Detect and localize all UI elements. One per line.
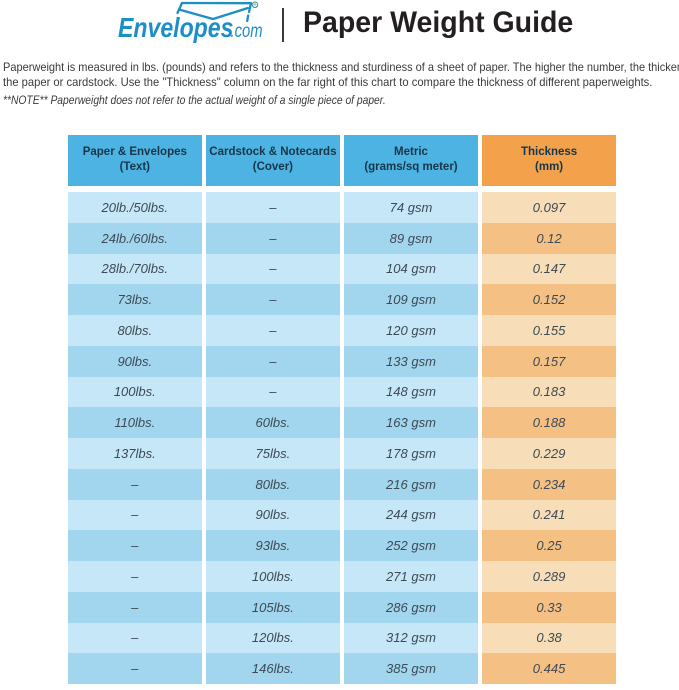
svg-text:.com: .com	[231, 20, 263, 41]
svg-text:Envelopes: Envelopes	[118, 13, 233, 43]
svg-text:R: R	[253, 3, 257, 8]
